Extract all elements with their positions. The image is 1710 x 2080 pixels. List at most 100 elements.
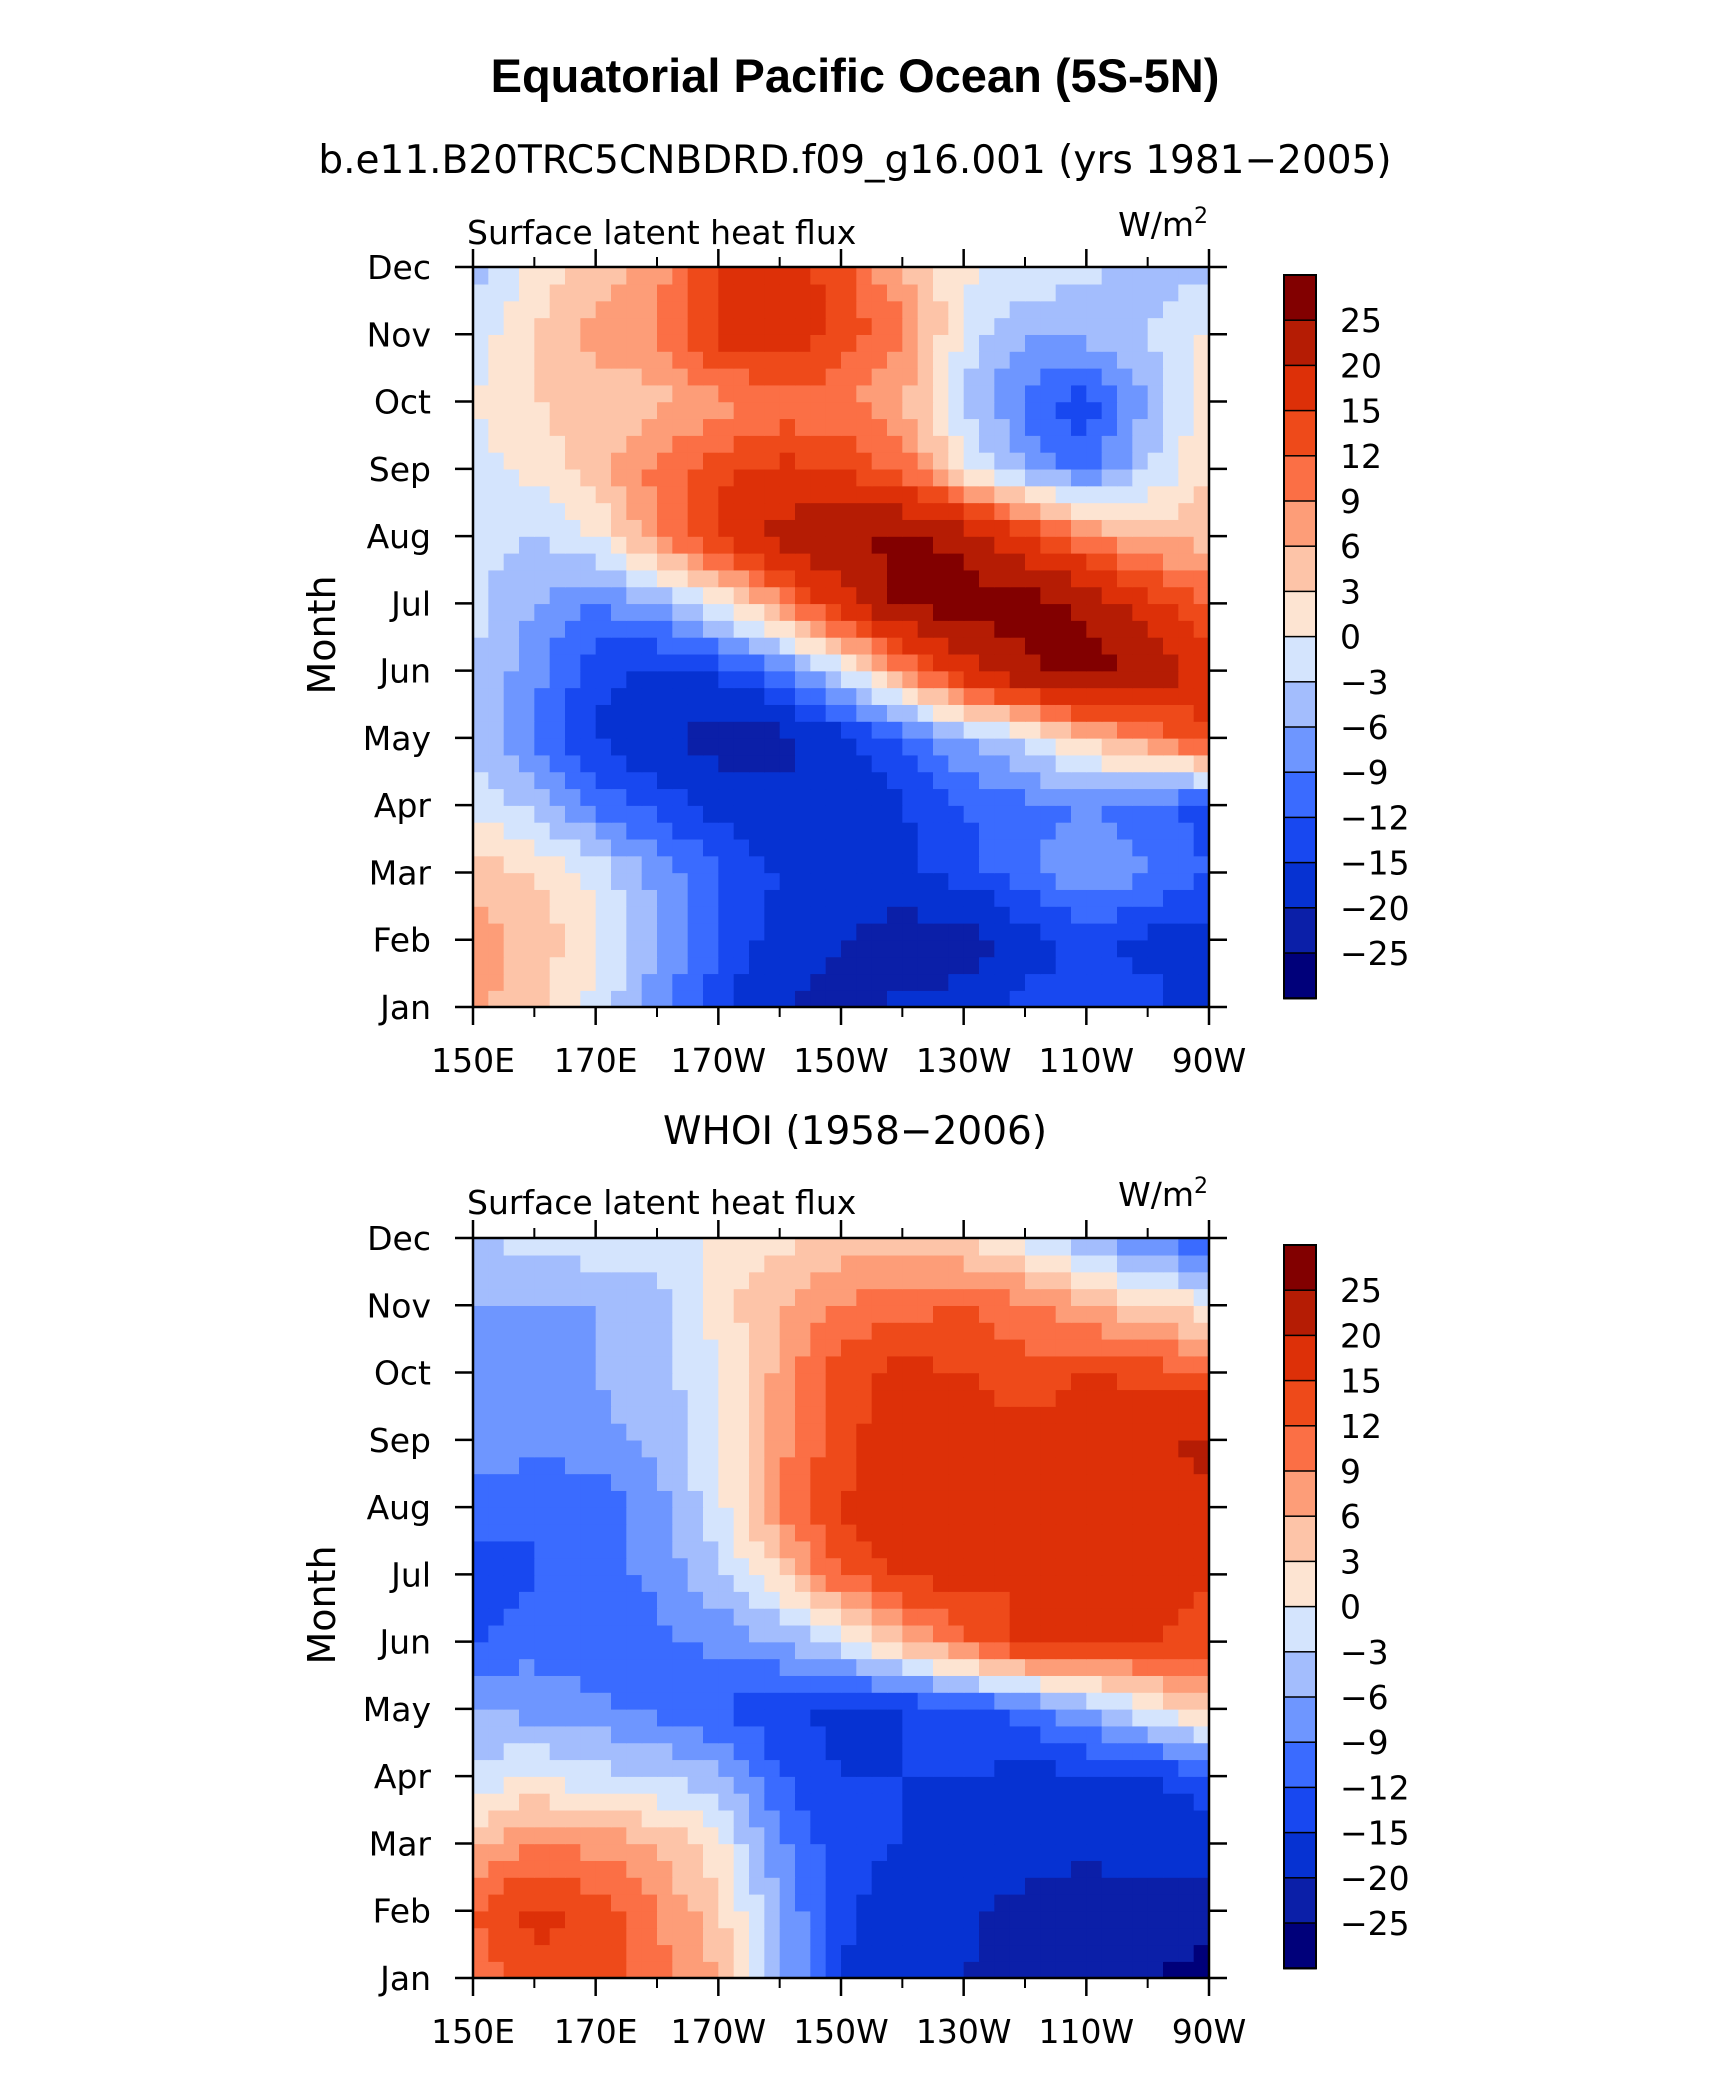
heatmap-cell xyxy=(1178,552,1195,571)
heatmap-cell xyxy=(641,1624,658,1643)
heatmap-cell xyxy=(641,1759,658,1777)
heatmap-cell xyxy=(687,1910,704,1929)
heatmap-cell xyxy=(825,805,842,823)
heatmap-cell xyxy=(948,653,965,672)
heatmap-cell xyxy=(825,1944,842,1962)
heatmap-cell xyxy=(825,536,842,554)
heatmap-cell xyxy=(687,737,704,756)
heatmap-cell xyxy=(887,1809,904,1828)
heatmap-cell xyxy=(1117,267,1134,285)
heatmap-cell xyxy=(611,721,628,739)
heatmap-cell xyxy=(1132,906,1149,924)
heatmap-cell xyxy=(1086,855,1103,874)
heatmap-cell xyxy=(963,1238,980,1256)
heatmap-cell xyxy=(841,536,858,554)
heatmap-cell xyxy=(565,620,582,638)
heatmap-cell xyxy=(810,872,827,890)
heatmap-cell xyxy=(887,805,904,823)
heatmap-cell xyxy=(871,1507,888,1525)
heatmap-cell xyxy=(1101,384,1118,403)
heatmap-cell xyxy=(841,1288,858,1306)
heatmap-cell xyxy=(1132,300,1149,319)
heatmap-cell xyxy=(902,754,919,773)
heatmap-cell xyxy=(1071,1675,1088,1693)
heatmap-cell xyxy=(963,418,980,436)
heatmap-cell xyxy=(672,1641,689,1660)
heatmap-cell xyxy=(488,1708,505,1727)
heatmap-cell xyxy=(1086,485,1103,504)
y-tick-label: Dec xyxy=(367,248,431,287)
heatmap-cell xyxy=(841,973,858,991)
heatmap-cell xyxy=(534,1675,551,1693)
heatmap-cell xyxy=(1025,1910,1042,1929)
heatmap-cell xyxy=(917,637,934,655)
heatmap-cell xyxy=(1025,1540,1042,1559)
heatmap-cell xyxy=(963,283,980,302)
heatmap-cell xyxy=(1132,283,1149,302)
heatmap-cell xyxy=(1193,670,1210,689)
heatmap-cell xyxy=(703,1288,720,1306)
heatmap-cell xyxy=(1086,1658,1103,1676)
heatmap-cell xyxy=(611,1423,628,1441)
heatmap-cell xyxy=(733,805,750,823)
heatmap-cell xyxy=(841,1423,858,1441)
heatmap-cell xyxy=(595,603,612,621)
heatmap-cell xyxy=(887,1490,904,1508)
heatmap-cell xyxy=(1178,1557,1195,1576)
heatmap-cell xyxy=(519,1641,536,1660)
heatmap-cell xyxy=(1178,956,1195,975)
heatmap-cell xyxy=(1193,822,1210,840)
heatmap-cell xyxy=(534,889,551,907)
heatmap-cell xyxy=(549,1608,566,1626)
heatmap-cell xyxy=(963,872,980,890)
heatmap-cell xyxy=(641,1423,658,1441)
heatmap-cell xyxy=(565,586,582,605)
heatmap-cell xyxy=(611,737,628,756)
heatmap-cell xyxy=(1132,1557,1149,1576)
heatmap-cell xyxy=(1147,653,1164,672)
heatmap-cell xyxy=(672,1708,689,1727)
heatmap-cell xyxy=(580,1809,597,1828)
heatmap-cell xyxy=(503,468,520,487)
heatmap-cell xyxy=(1178,1809,1195,1828)
heatmap-cell xyxy=(779,1944,796,1962)
heatmap-cell xyxy=(672,1927,689,1946)
heatmap-cell xyxy=(519,1624,536,1643)
heatmap-cell xyxy=(595,670,612,689)
heatmap-cell xyxy=(825,1910,842,1929)
heatmap-cell xyxy=(519,1507,536,1525)
heatmap-cell xyxy=(1040,1893,1057,1912)
heatmap-cell xyxy=(1147,1305,1164,1323)
heatmap-cell xyxy=(733,822,750,840)
heatmap-cell xyxy=(749,1641,766,1660)
heatmap-cell xyxy=(1009,1608,1026,1626)
heatmap-cell xyxy=(672,1793,689,1811)
heatmap-cell xyxy=(1009,1641,1026,1660)
heatmap-cell xyxy=(810,1860,827,1878)
heatmap-cell xyxy=(473,1305,490,1323)
heatmap-cell xyxy=(703,704,720,722)
heatmap-cell xyxy=(1193,1254,1210,1273)
heatmap-cell xyxy=(1193,384,1210,403)
heatmap-cell xyxy=(626,1658,643,1676)
y-tick-label: Oct xyxy=(374,1354,431,1393)
heatmap-cell xyxy=(473,670,490,689)
heatmap-cell xyxy=(565,552,582,571)
heatmap-cell xyxy=(1117,485,1134,504)
heatmap-cell xyxy=(657,1658,674,1676)
heatmap-cell xyxy=(703,805,720,823)
colorbar-box xyxy=(1283,590,1317,638)
heatmap-cell xyxy=(611,906,628,924)
heatmap-cell xyxy=(795,569,812,588)
heatmap-cell xyxy=(1117,1826,1134,1845)
y-tick-label: Oct xyxy=(374,383,431,422)
heatmap-cell xyxy=(534,334,551,352)
heatmap-cell xyxy=(580,1826,597,1845)
heatmap-cell xyxy=(1117,1288,1134,1306)
heatmap-cell xyxy=(473,872,490,890)
heatmap-cell xyxy=(963,788,980,806)
heatmap-cell xyxy=(1163,1406,1180,1424)
heatmap-cell xyxy=(887,1725,904,1744)
heatmap-cell xyxy=(948,838,965,857)
heatmap-cell xyxy=(1071,1439,1088,1458)
